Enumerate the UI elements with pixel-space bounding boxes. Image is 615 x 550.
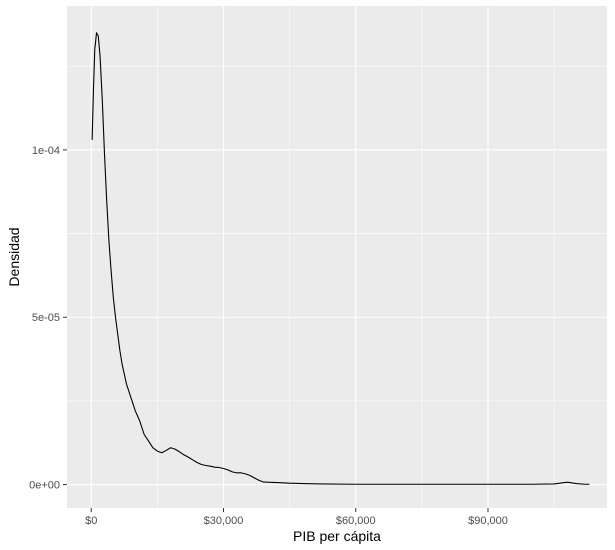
plot-panel bbox=[67, 6, 607, 508]
density-series bbox=[91, 32, 590, 485]
major-gridlines bbox=[67, 6, 607, 508]
minor-gridlines bbox=[67, 6, 607, 508]
x-axis-tick-labels: $0 $30,000 $60,000 $90,000 bbox=[85, 515, 508, 527]
x-tick-label: $60,000 bbox=[336, 515, 376, 527]
y-tick-label: 0e+00 bbox=[29, 480, 60, 492]
y-tick-label: 5e-05 bbox=[32, 312, 60, 324]
x-tick-label: $0 bbox=[85, 515, 97, 527]
x-tick-label: $90,000 bbox=[468, 515, 508, 527]
axis-ticks bbox=[63, 149, 489, 512]
density-line bbox=[91, 32, 590, 485]
y-tick-label: 1e-04 bbox=[32, 145, 60, 157]
y-axis-title: Densidad bbox=[6, 227, 22, 286]
x-axis-title: PIB per cápita bbox=[293, 528, 381, 544]
x-tick-label: $30,000 bbox=[204, 515, 244, 527]
y-axis-tick-labels: 0e+00 5e-05 1e-04 bbox=[29, 145, 60, 492]
